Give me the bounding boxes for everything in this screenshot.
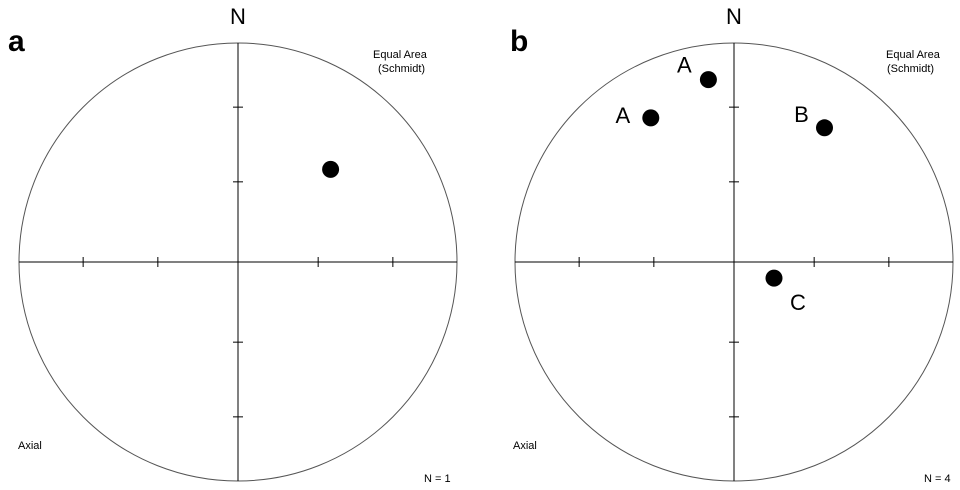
projection-sublabel: (Schmidt): [378, 63, 425, 75]
data-type-label: Axial: [18, 440, 42, 452]
data-points: A A B C: [615, 53, 833, 315]
point-label: B: [794, 102, 809, 127]
data-point: [699, 71, 717, 89]
projection-label: Equal Area: [886, 49, 941, 61]
point-label: C: [790, 290, 806, 315]
stereonet: [514, 42, 954, 482]
stereonet-panel-a: a N Equal Area (Schmidt) Axial N = 1: [8, 4, 458, 485]
data-point: [765, 269, 783, 287]
stereonet-panel-b: b N Equal Area (Schmidt) Axial N = 4 A A B…: [510, 4, 954, 485]
point-label: A: [677, 53, 692, 78]
panel-letter: b: [510, 25, 528, 58]
count-label: N = 1: [424, 473, 451, 485]
north-label: N: [726, 4, 742, 29]
projection-sublabel: (Schmidt): [887, 63, 934, 75]
data-point: [816, 119, 833, 137]
data-point: [322, 160, 340, 178]
data-point: [642, 109, 660, 127]
count-label: N = 4: [924, 473, 951, 485]
data-type-label: Axial: [513, 440, 537, 452]
data-points: [322, 160, 340, 178]
north-label: N: [230, 4, 246, 29]
projection-label: Equal Area: [373, 49, 428, 61]
stereonet: [18, 42, 458, 482]
panel-letter: a: [8, 25, 25, 58]
point-label: A: [615, 103, 630, 128]
